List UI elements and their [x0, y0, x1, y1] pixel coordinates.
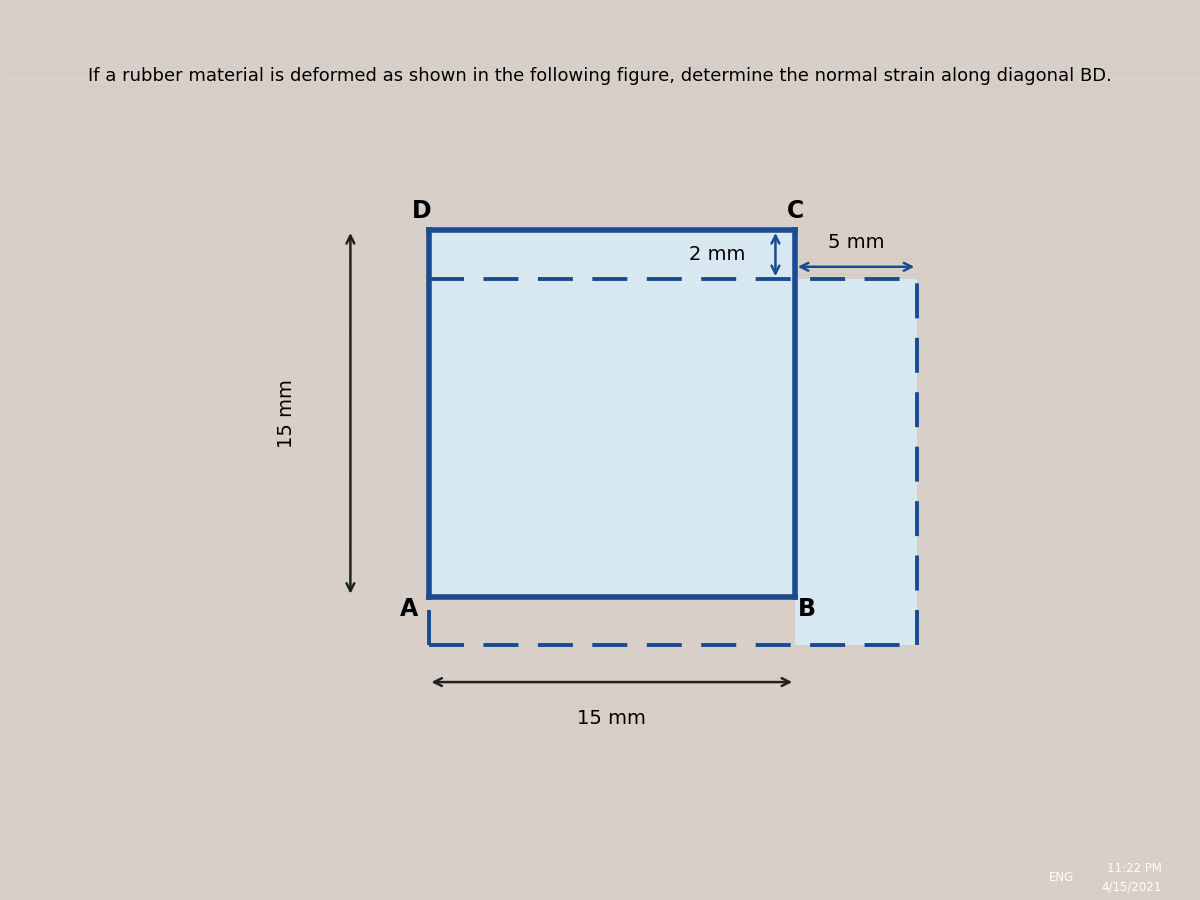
Text: B: B — [798, 597, 816, 621]
Text: C: C — [786, 199, 804, 222]
Text: 15 mm: 15 mm — [577, 709, 647, 728]
Text: ENG: ENG — [1049, 871, 1074, 884]
Text: D: D — [412, 199, 431, 222]
Bar — [428, 230, 796, 597]
Text: 5 mm: 5 mm — [828, 233, 884, 252]
Text: 4/15/2021: 4/15/2021 — [1102, 880, 1162, 893]
Text: 11:22 PM: 11:22 PM — [1106, 862, 1162, 875]
Text: If a rubber material is deformed as shown in the following figure, determine the: If a rubber material is deformed as show… — [88, 67, 1112, 85]
Bar — [796, 279, 917, 645]
Text: 2 mm: 2 mm — [689, 245, 745, 264]
Text: 15 mm: 15 mm — [277, 379, 296, 448]
Text: A: A — [400, 597, 418, 621]
